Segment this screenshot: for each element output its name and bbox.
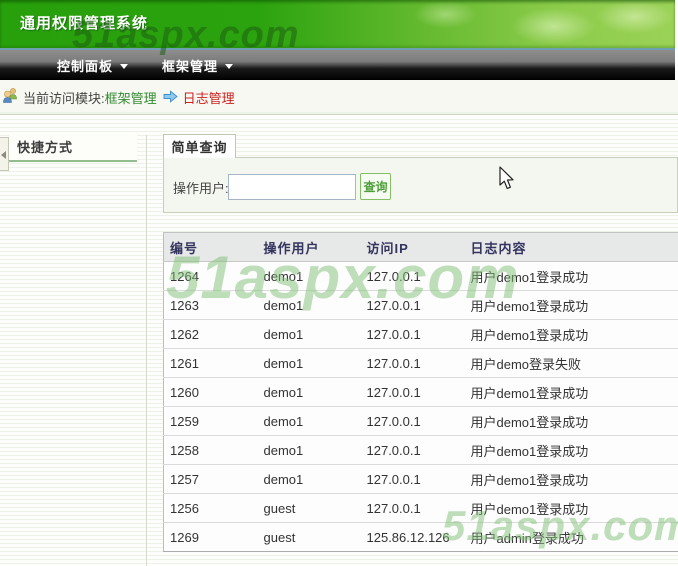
tab-simple-query[interactable]: 简单查询 bbox=[163, 134, 236, 158]
header-divider bbox=[0, 48, 675, 50]
table-cell: demo1 bbox=[263, 268, 304, 284]
table-cell: 1256 bbox=[163, 493, 258, 523]
table-cell: 用户demo1登录成功 bbox=[464, 435, 678, 465]
table-row: 1264 demo1 127.0.0.1 用户demo1登录成功 bbox=[164, 262, 678, 291]
table-cell: demo1 bbox=[257, 406, 361, 436]
table-cell: 127.0.0.1 bbox=[360, 377, 465, 407]
table-cell: demo1 bbox=[257, 464, 361, 494]
chevron-down-icon bbox=[225, 63, 234, 69]
table-row: 1269 guest 125.86.12.126 用户admin登录成功 bbox=[163, 522, 678, 552]
table-cell: 127.0.0.1 bbox=[360, 348, 465, 378]
menu-item-label: 框架管理 bbox=[162, 58, 219, 74]
table-cell: demo1 bbox=[257, 348, 361, 378]
table-cell: 127.0.0.1 bbox=[366, 268, 421, 284]
table-cell: 用户demo1登录成功 bbox=[464, 319, 678, 349]
table-cell: 1269 bbox=[163, 522, 258, 552]
table-cell: 用户demo1登录成功 bbox=[464, 290, 678, 320]
menu-bar: 控制面板 框架管理 bbox=[0, 50, 675, 80]
query-panel: 操作用户: 查询 bbox=[163, 157, 678, 213]
table-row: 1263 demo1 127.0.0.1 用户demo1登录成功 bbox=[163, 290, 678, 320]
table-cell: 1263 bbox=[163, 290, 258, 320]
table-cell: 用户demo1登录成功 bbox=[470, 269, 589, 285]
content-area: 快捷方式 简单查询 操作用户: 查询 编号 操作用户 访问IP 日志内容 126… bbox=[0, 116, 678, 566]
table-row: 1260 demo1 127.0.0.1 用户demo1登录成功 bbox=[163, 377, 678, 407]
table-cell: 1258 bbox=[163, 435, 258, 465]
breadcrumb-module-link[interactable]: 框架管理 bbox=[104, 90, 157, 106]
breadcrumb-prefix: 当前访问模块: bbox=[23, 90, 105, 106]
query-user-label: 操作用户: bbox=[173, 181, 229, 196]
app-header bbox=[0, 0, 675, 48]
table-row: 1259 demo1 127.0.0.1 用户demo1登录成功 bbox=[163, 406, 678, 436]
table-cell: 用户demo1登录成功 bbox=[464, 406, 678, 436]
table-cell: 用户demo1登录成功 bbox=[464, 493, 678, 523]
table-cell: 1261 bbox=[163, 348, 258, 378]
log-table: 编号 操作用户 访问IP 日志内容 1264 demo1 127.0.0.1 用户de… bbox=[163, 232, 678, 552]
table-row: 1258 demo1 127.0.0.1 用户demo1登录成功 bbox=[163, 435, 678, 465]
table-cell: guest bbox=[257, 493, 361, 523]
query-button[interactable]: 查询 bbox=[360, 173, 391, 200]
table-cell: 1264 bbox=[170, 268, 199, 284]
sidebar-divider bbox=[146, 135, 147, 566]
breadcrumb-current-link[interactable]: 日志管理 bbox=[182, 90, 235, 106]
app-title: 通用权限管理系统 bbox=[20, 15, 149, 32]
table-row: 1257 demo1 127.0.0.1 用户demo1登录成功 bbox=[163, 464, 678, 494]
table-cell: 1259 bbox=[163, 406, 258, 436]
chevron-down-icon bbox=[120, 63, 129, 69]
menu-item-framework[interactable]: 框架管理 bbox=[162, 56, 234, 75]
table-row: 1256 guest 127.0.0.1 用户demo1登录成功 bbox=[163, 493, 678, 523]
table-cell: 用户demo1登录成功 bbox=[464, 464, 678, 494]
table-cell: demo1 bbox=[257, 319, 361, 349]
table-cell: 127.0.0.1 bbox=[360, 319, 465, 349]
table-row: 1261 demo1 127.0.0.1 用户demo登录失败 bbox=[163, 348, 678, 378]
table-cell: 127.0.0.1 bbox=[360, 464, 465, 494]
table-cell: 127.0.0.1 bbox=[360, 435, 465, 465]
table-cell: 用户admin登录成功 bbox=[464, 522, 678, 552]
table-cell: demo1 bbox=[257, 377, 361, 407]
table-cell: 127.0.0.1 bbox=[360, 406, 465, 436]
sidebar-collapse-handle[interactable] bbox=[0, 137, 9, 171]
table-cell: 1257 bbox=[163, 464, 258, 494]
column-header-id: 编号 bbox=[163, 232, 258, 262]
menu-item-label: 控制面板 bbox=[57, 58, 114, 74]
table-cell: 用户demo登录失败 bbox=[464, 348, 678, 378]
query-user-input[interactable] bbox=[228, 174, 356, 200]
table-row: 1262 demo1 127.0.0.1 用户demo1登录成功 bbox=[163, 319, 678, 349]
table-cell: 127.0.0.1 bbox=[360, 493, 465, 523]
table-cell: guest bbox=[257, 522, 361, 552]
table-cell: 用户demo1登录成功 bbox=[464, 377, 678, 407]
breadcrumb: 当前访问模块: 框架管理 日志管理 bbox=[0, 80, 678, 115]
table-cell: 127.0.0.1 bbox=[360, 290, 465, 320]
column-header-content: 日志内容 bbox=[464, 232, 678, 262]
table-cell: demo1 bbox=[257, 290, 361, 320]
users-icon bbox=[2, 87, 19, 107]
table-cell: 1262 bbox=[163, 319, 258, 349]
collapse-arrow-icon bbox=[1, 151, 6, 159]
column-header-user: 操作用户 bbox=[257, 232, 361, 262]
arrow-right-icon bbox=[163, 90, 178, 106]
table-cell: 1260 bbox=[163, 377, 258, 407]
menu-item-control-panel[interactable]: 控制面板 bbox=[57, 56, 129, 75]
column-header-ip: 访问IP bbox=[360, 232, 465, 262]
table-cell: demo1 bbox=[257, 435, 361, 465]
mouse-cursor bbox=[498, 166, 517, 197]
log-table-header: 编号 操作用户 访问IP 日志内容 bbox=[163, 232, 678, 262]
table-cell: 125.86.12.126 bbox=[360, 522, 465, 552]
sidebar-title: 快捷方式 bbox=[9, 133, 137, 162]
log-table-body: 1264 demo1 127.0.0.1 用户demo1登录成功 1263 demo1 12… bbox=[163, 262, 678, 552]
